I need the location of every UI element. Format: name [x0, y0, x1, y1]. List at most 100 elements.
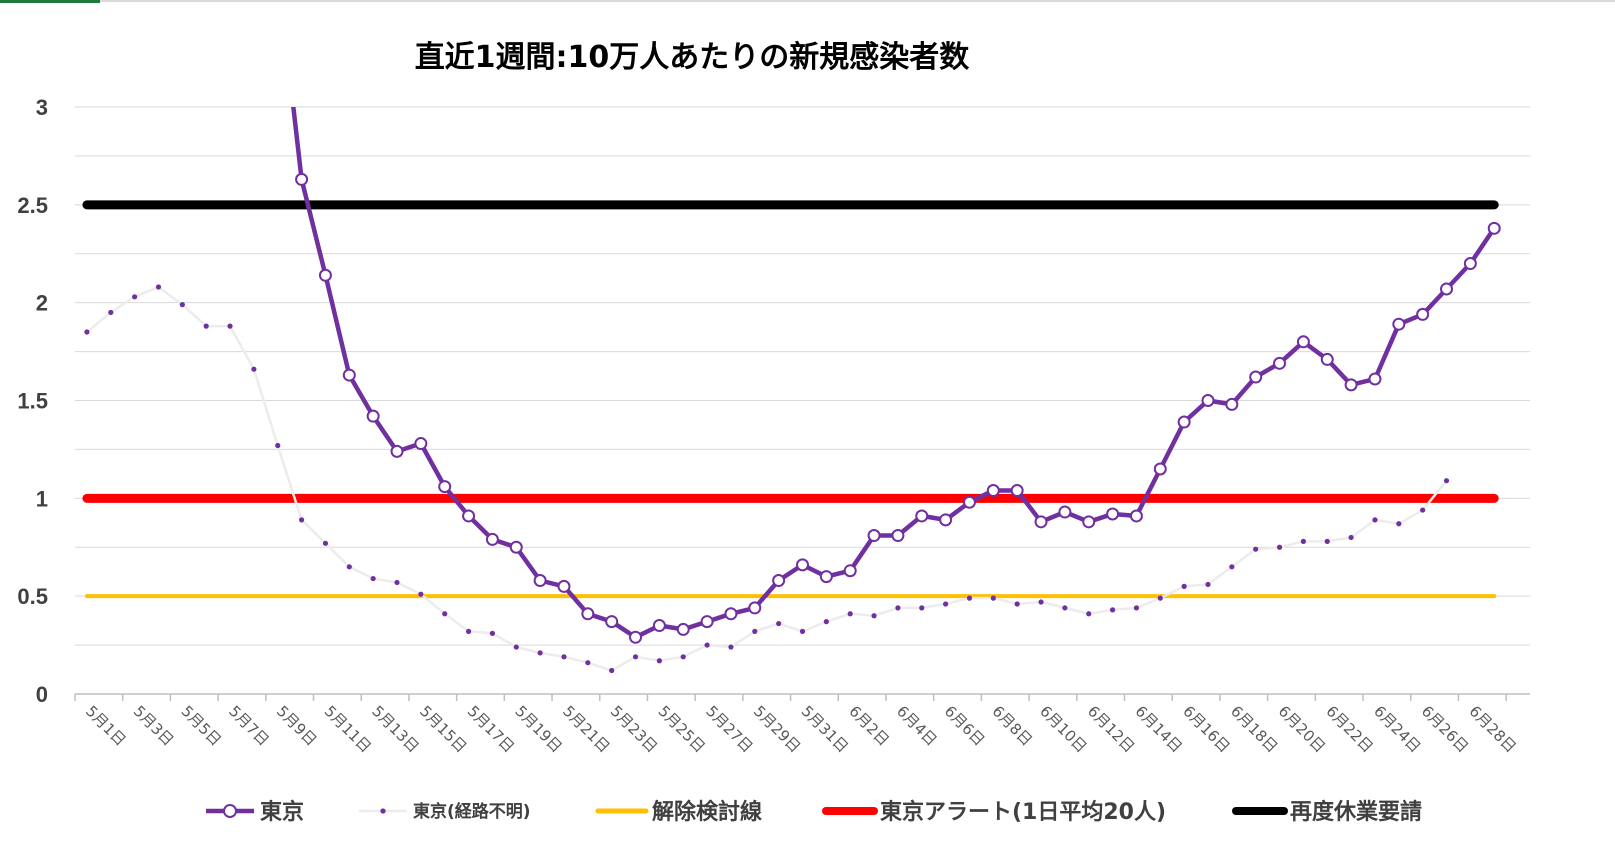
data-point-tokyo	[1201, 394, 1215, 407]
x-tick-label: 5月19日	[511, 702, 565, 756]
data-point-tokyo	[1153, 462, 1167, 476]
data-point-tokyo	[462, 509, 476, 523]
legend: 東京 東京(経路不明) 解除検討線 東京アラート(1日平均20人) 再度休業要請	[206, 799, 1422, 825]
data-point-tokyo-unknown-route	[84, 329, 90, 335]
data-point-tokyo-unknown-route	[943, 601, 949, 607]
data-point-tokyo-unknown-route	[1276, 544, 1283, 550]
data-point-tokyo	[366, 409, 380, 423]
x-tick-label: 6月2日	[845, 702, 892, 749]
data-point-tokyo-unknown-route	[656, 658, 662, 664]
data-point-tokyo	[438, 480, 452, 494]
data-point-tokyo	[676, 622, 690, 636]
data-point-tokyo	[772, 574, 786, 588]
reference-lines	[82, 200, 1499, 599]
data-point-tokyo	[843, 564, 857, 578]
data-point-tokyo	[1368, 372, 1382, 386]
data-point-tokyo	[390, 444, 404, 458]
data-point-tokyo-unknown-route	[823, 619, 829, 625]
data-point-tokyo	[748, 601, 762, 615]
x-tick-label: 6月20日	[1275, 702, 1329, 756]
data-point-tokyo-unknown-route	[1420, 507, 1426, 513]
data-point-tokyo-unknown-route	[990, 595, 996, 601]
data-point-tokyo-unknown-route	[1086, 611, 1092, 617]
data-point-tokyo	[1058, 505, 1072, 519]
data-point-tokyo	[581, 607, 595, 621]
data-point-tokyo-unknown-route	[632, 654, 639, 660]
y-axis: 0 0.5 1 1.5 2 2.5 3	[17, 95, 48, 707]
data-point-tokyo	[1010, 484, 1024, 498]
data-point-tokyo-unknown-route	[1157, 595, 1163, 601]
data-point-tokyo-unknown-route	[370, 575, 376, 582]
top-border	[0, 0, 1615, 2]
data-point-tokyo	[629, 630, 643, 644]
data-point-tokyo-unknown-route	[919, 605, 925, 611]
data-point-tokyo	[986, 484, 1000, 498]
x-tick-label: 5月25日	[655, 702, 709, 756]
x-tick-label: 6月14日	[1132, 702, 1186, 756]
data-point-tokyo	[1106, 507, 1120, 521]
data-point-tokyo-unknown-route	[1181, 583, 1187, 589]
series-line-tokyo	[291, 107, 1497, 640]
data-point-tokyo	[1082, 515, 1096, 529]
data-point-tokyo-unknown-route	[1038, 599, 1044, 605]
x-tick-label: 6月28日	[1466, 702, 1520, 756]
top-border-accent	[0, 0, 100, 3]
data-point-tokyo-unknown-route	[776, 620, 782, 627]
data-point-tokyo-unknown-route	[298, 517, 305, 523]
x-tick-label: 6月24日	[1370, 702, 1424, 756]
data-point-tokyo	[796, 558, 809, 572]
x-tick-label: 5月3日	[130, 702, 177, 749]
data-point-tokyo-unknown-route	[895, 605, 901, 611]
legend-item: 東京アラート(1日平均20人)	[822, 799, 1166, 825]
data-point-tokyo	[605, 615, 619, 629]
data-point-tokyo-unknown-route	[442, 611, 448, 617]
series-line-tokyo-unknown-route	[86, 285, 1448, 672]
data-point-tokyo-unknown-route	[513, 644, 519, 650]
data-point-tokyo	[1344, 378, 1358, 392]
y-tick-label: 3	[36, 95, 48, 120]
data-point-tokyo-unknown-route	[346, 564, 352, 570]
data-point-tokyo-unknown-route	[179, 302, 185, 308]
x-tick-label: 6月22日	[1322, 702, 1376, 756]
data-point-tokyo-unknown-route	[537, 650, 543, 656]
data-point-tokyo-unknown-route	[465, 628, 472, 634]
data-point-tokyo-unknown-route	[394, 579, 400, 586]
data-point-tokyo-unknown-route	[322, 540, 329, 546]
x-tick-label: 5月9日	[273, 702, 320, 749]
legend-label: 東京アラート(1日平均20人)	[880, 799, 1166, 825]
data-point-tokyo-unknown-route	[1300, 538, 1307, 544]
x-tick-label: 6月18日	[1227, 702, 1281, 756]
data-point-tokyo-unknown-route	[799, 628, 806, 634]
data-point-tokyo	[1034, 515, 1048, 529]
data-point-tokyo-unknown-route	[1443, 478, 1450, 484]
data-point-tokyo	[414, 437, 428, 451]
y-tick-label: 0.5	[17, 584, 48, 609]
x-tick-label: 5月27日	[702, 702, 756, 756]
x-tick-label: 5月21日	[559, 702, 613, 756]
x-tick-label: 6月26日	[1418, 702, 1472, 756]
data-point-tokyo-unknown-route	[1396, 521, 1402, 527]
data-point-tokyo-unknown-route	[966, 595, 973, 601]
data-point-tokyo-unknown-route	[155, 284, 162, 290]
y-tick-label: 1	[36, 486, 48, 511]
data-point-tokyo-unknown-route	[227, 323, 233, 329]
data-point-tokyo	[557, 579, 571, 593]
data-point-tokyo-unknown-route	[251, 366, 257, 372]
data-point-tokyo	[1463, 257, 1477, 271]
data-point-tokyo-unknown-route	[418, 591, 424, 597]
x-tick-label: 6月10日	[1036, 702, 1090, 756]
x-tick-label: 6月16日	[1179, 702, 1233, 756]
data-point-tokyo	[1129, 509, 1143, 523]
data-point-tokyo	[509, 540, 523, 554]
legend-item: 再度休業要請	[1232, 799, 1422, 825]
legend-label: 解除検討線	[652, 799, 762, 825]
x-tick-label: 5月29日	[750, 702, 804, 756]
data-point-tokyo	[1296, 335, 1310, 349]
data-point-tokyo-unknown-route	[561, 654, 567, 660]
x-tick-label: 6月12日	[1084, 702, 1138, 756]
legend-marker	[223, 804, 237, 818]
y-tick-label: 2.5	[17, 193, 48, 218]
x-tick-label: 6月6日	[941, 702, 988, 749]
data-point-tokyo	[533, 574, 547, 588]
